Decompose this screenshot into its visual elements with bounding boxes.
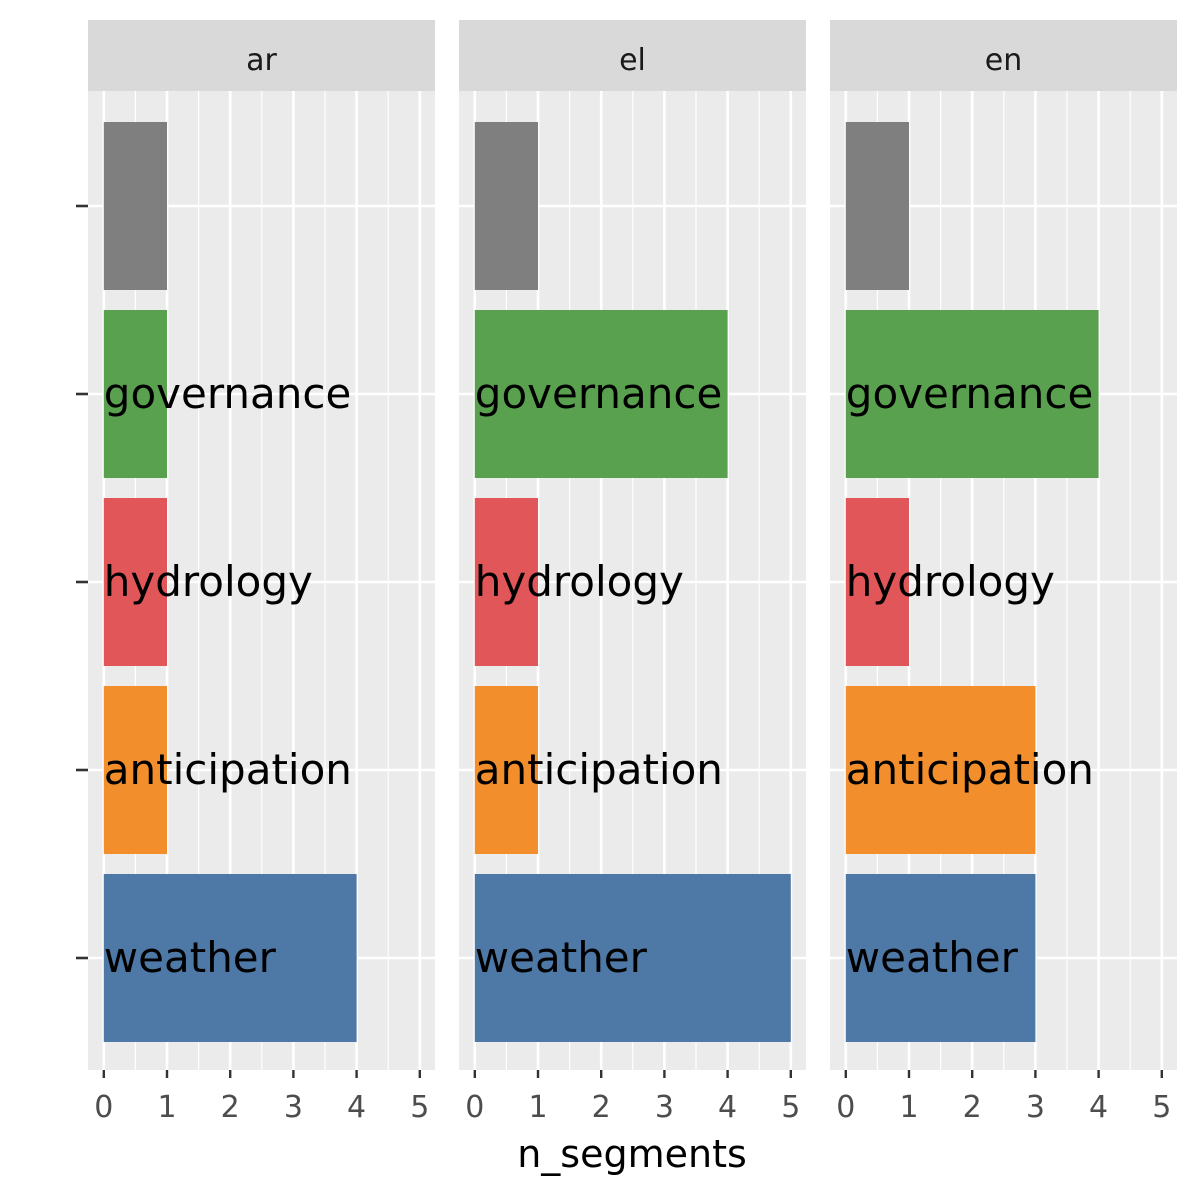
- bar: [845, 122, 909, 290]
- bar: [103, 498, 167, 666]
- bar: [474, 686, 538, 854]
- bar: [474, 498, 538, 666]
- bar-label: weather: [475, 933, 648, 982]
- facet-strip-label: el: [619, 43, 646, 78]
- bar-label: anticipation: [846, 745, 1094, 794]
- bar: [845, 498, 909, 666]
- bar-label: weather: [104, 933, 277, 982]
- facet-strip: [88, 20, 435, 91]
- bar: [845, 874, 1036, 1042]
- x-tick-label: 3: [284, 1090, 303, 1125]
- bar-label: governance: [475, 369, 723, 418]
- x-tick-label: 4: [1089, 1090, 1108, 1125]
- x-axis-title: n_segments: [517, 1132, 747, 1176]
- x-tick-label: 0: [94, 1090, 113, 1125]
- facet-strip-label: en: [985, 43, 1022, 78]
- bar: [845, 686, 1036, 854]
- bar: [103, 874, 357, 1042]
- bar: [474, 874, 791, 1042]
- x-tick-label: 2: [592, 1090, 611, 1125]
- bar-label: hydrology: [104, 557, 313, 606]
- bar-label: governance: [846, 369, 1094, 418]
- x-tick-label: 1: [157, 1090, 176, 1125]
- bar-label: hydrology: [475, 557, 684, 606]
- x-tick-label: 4: [347, 1090, 366, 1125]
- x-tick-label: 2: [221, 1090, 240, 1125]
- facet-strip-label: ar: [246, 43, 277, 78]
- bar: [103, 686, 167, 854]
- facet-strip: [459, 20, 806, 91]
- x-tick-label: 2: [963, 1090, 982, 1125]
- x-tick-label: 3: [1026, 1090, 1045, 1125]
- bar-label: governance: [104, 369, 351, 418]
- bar-label: hydrology: [846, 557, 1055, 606]
- bar: [103, 122, 167, 290]
- x-tick-label: 1: [528, 1090, 547, 1125]
- x-tick-label: 5: [410, 1090, 429, 1125]
- x-tick-label: 0: [465, 1090, 484, 1125]
- bar: [103, 310, 167, 478]
- x-tick-label: 5: [1152, 1090, 1171, 1125]
- bar: [474, 122, 538, 290]
- bar: [474, 310, 728, 478]
- x-tick-label: 1: [899, 1090, 918, 1125]
- x-tick-label: 5: [781, 1090, 800, 1125]
- bar-label: anticipation: [104, 745, 352, 794]
- x-tick-label: 0: [836, 1090, 855, 1125]
- x-tick-label: 3: [655, 1090, 674, 1125]
- bar-label: anticipation: [475, 745, 723, 794]
- facet-strip: [830, 20, 1177, 91]
- x-tick-label: 4: [718, 1090, 737, 1125]
- bar: [845, 310, 1099, 478]
- bar-label: weather: [846, 933, 1019, 982]
